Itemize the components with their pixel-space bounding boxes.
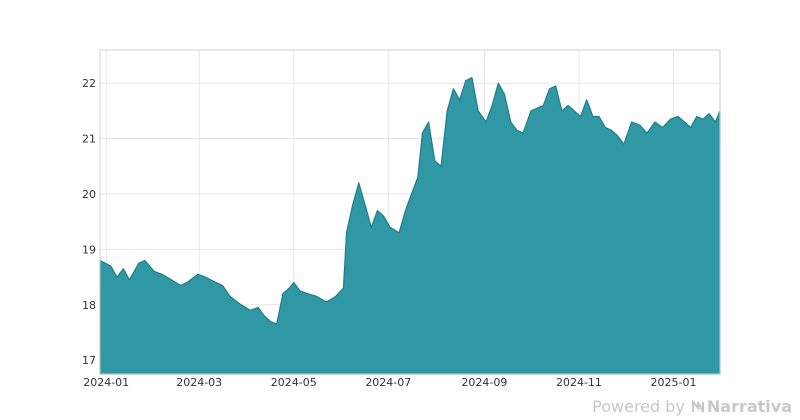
- chart-area-layer: [99, 77, 721, 375]
- x-tick-label: 2024-03: [176, 376, 222, 389]
- plot-frame: [99, 49, 721, 375]
- powered-by-label: Powered by: [592, 397, 685, 416]
- narrativa-logo-icon: [691, 399, 704, 412]
- x-axis-ticks: 2024-01 2024-03 2024-05 2024-07 2024-09 2024-…: [83, 376, 696, 389]
- y-tick-label: 19: [82, 243, 96, 256]
- brand-name: Narrativa: [706, 397, 792, 416]
- y-tick-label: 17: [82, 354, 96, 367]
- y-tick-label: 18: [82, 299, 96, 312]
- narrativa-brand: Narrativa: [691, 397, 792, 416]
- x-tick-label: 2024-11: [556, 376, 602, 389]
- x-tick-label: 2024-05: [271, 376, 317, 389]
- x-tick-label: 2024-09: [461, 376, 507, 389]
- y-tick-label: 22: [82, 77, 96, 90]
- y-tick-label: 21: [82, 133, 96, 146]
- footer: Powered by Narrativa: [592, 397, 792, 416]
- x-tick-label: 2024-01: [83, 376, 129, 389]
- y-tick-label: 20: [82, 188, 96, 201]
- x-tick-label: 2024-07: [365, 376, 411, 389]
- y-axis-ticks: 17 18 19 20 21 22: [82, 77, 96, 367]
- price-area-series: [99, 77, 721, 375]
- x-tick-label: 2025-01: [651, 376, 697, 389]
